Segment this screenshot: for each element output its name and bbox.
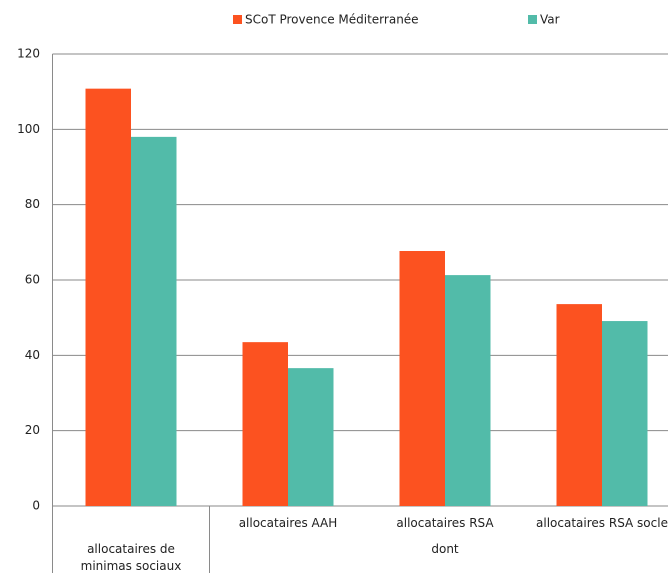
legend-swatch xyxy=(233,15,242,24)
legend-label: SCoT Provence Méditerranée xyxy=(245,13,419,27)
y-tick-label: 80 xyxy=(25,197,40,211)
bar xyxy=(445,275,491,506)
x-tick-label: allocataires RSA socle xyxy=(536,516,668,530)
bar xyxy=(602,321,648,506)
legend-swatch xyxy=(528,15,537,24)
x-tick-label: allocataires RSA xyxy=(396,516,494,530)
bar xyxy=(399,250,445,506)
bar xyxy=(288,368,334,506)
bar xyxy=(556,304,602,506)
y-tick-label: 20 xyxy=(25,423,40,437)
y-tick-label: 40 xyxy=(25,348,40,362)
y-tick-label: 0 xyxy=(32,499,40,513)
x-tick-label: allocataires AAH xyxy=(238,516,338,530)
legend-label: Var xyxy=(540,13,560,27)
group-label: dont xyxy=(431,542,459,556)
bar xyxy=(131,136,177,506)
y-tick-label: 120 xyxy=(17,47,40,61)
y-tick-label: 100 xyxy=(17,122,40,136)
y-tick-label: 60 xyxy=(25,273,40,287)
bar xyxy=(242,342,288,506)
bar xyxy=(85,88,131,507)
x-tick-label: allocataires de minimas sociaux xyxy=(80,542,182,573)
